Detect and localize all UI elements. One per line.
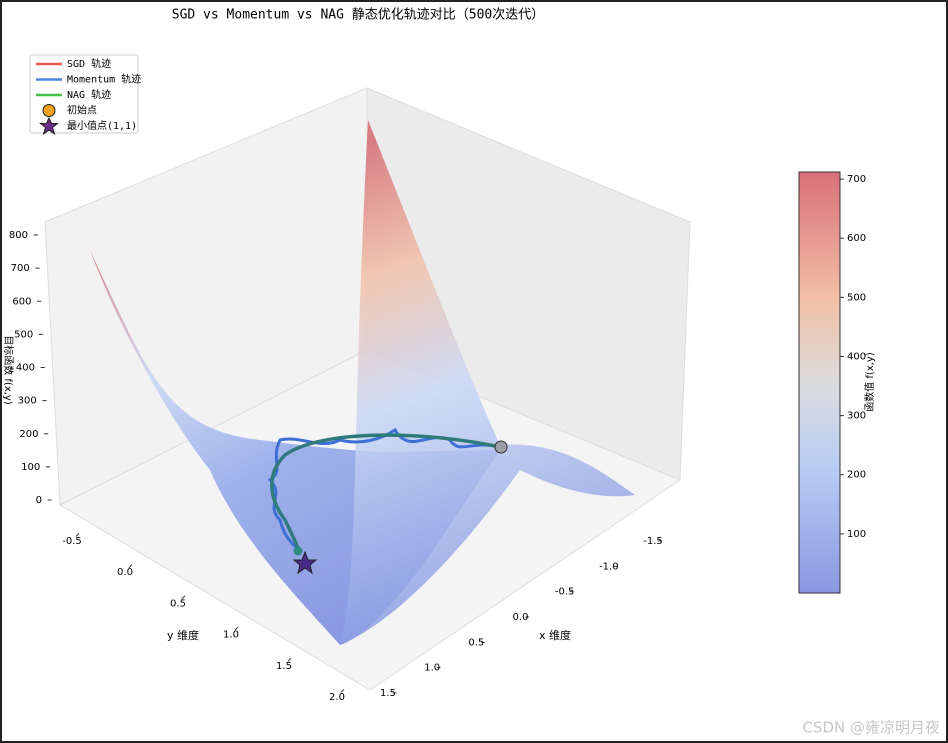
min-point: [292, 550, 318, 575]
legend-label: SGD 轨迹: [67, 57, 111, 70]
colorbar-tick-label: 300: [847, 411, 866, 422]
tick-label: 100: [21, 462, 40, 473]
nag-path: [270, 433, 501, 553]
legend-label: 初始点: [67, 104, 97, 117]
colorbar-tick-label: 700: [847, 174, 866, 185]
tick-label: -0.5: [62, 536, 82, 547]
tick-label: 700: [11, 263, 30, 274]
tick-label: 200: [19, 429, 38, 440]
tick-label: 1.5: [380, 688, 396, 699]
tick-label: 0.0: [117, 567, 133, 578]
tick-mark: [181, 595, 186, 600]
tick-label: 0.5: [468, 637, 484, 648]
legend: [29, 54, 139, 134]
watermark: CSDN @雍凉明月夜: [802, 719, 940, 737]
colorbar-tick-label: 600: [847, 233, 866, 244]
tick-label: 2.0: [329, 692, 345, 703]
tick-label: 1.0: [424, 663, 440, 674]
tick-label: -1.5: [643, 536, 663, 547]
tick-mark: [287, 657, 292, 662]
tick-label: 600: [12, 296, 31, 307]
tick-label: -0.5: [555, 587, 575, 598]
tick-mark: [340, 688, 345, 693]
tick-label: 1.0: [223, 630, 239, 641]
y-axis-label: y 维度: [167, 628, 199, 642]
tick-label: 800: [9, 230, 28, 241]
tick-label: 0.0: [513, 612, 529, 623]
tick-label: 0: [36, 495, 42, 506]
colorbar-label: 函数值 f(x,y): [863, 352, 876, 412]
colorbar-tick-label: 400: [847, 351, 866, 362]
legend-label: 最小值点(1,1): [67, 119, 137, 132]
colorbar-tick-label: 100: [847, 529, 866, 540]
legend-swatch: [42, 104, 56, 117]
legend-label: NAG 轨迹: [67, 88, 111, 101]
tick-mark: [234, 626, 239, 631]
end-point: [293, 546, 303, 556]
tick-mark: [128, 564, 133, 569]
tick-label: -1.0: [599, 561, 619, 572]
tick-label: 0.5: [170, 598, 186, 609]
tick-label: 400: [16, 363, 35, 374]
x-axis-label: x 维度: [539, 628, 571, 642]
colorbar-tick-label: 500: [847, 292, 866, 303]
tick-label: 500: [14, 329, 33, 340]
z-axis-label: 目标函数 f(x,y): [2, 335, 15, 405]
colorbar-tick-label: 200: [847, 470, 866, 481]
chart-title: SGD vs Momentum vs NAG 静态优化轨迹对比（500次迭代）: [172, 7, 545, 23]
tick-label: 300: [18, 396, 37, 407]
colorbar: [798, 171, 841, 594]
tick-mark: [75, 532, 80, 537]
legend-label: Momentum 轨迹: [67, 73, 141, 86]
legend-swatch: [39, 116, 59, 136]
start-point: [494, 440, 508, 454]
surface: [340, 120, 635, 645]
tick-label: 1.5: [276, 661, 292, 672]
